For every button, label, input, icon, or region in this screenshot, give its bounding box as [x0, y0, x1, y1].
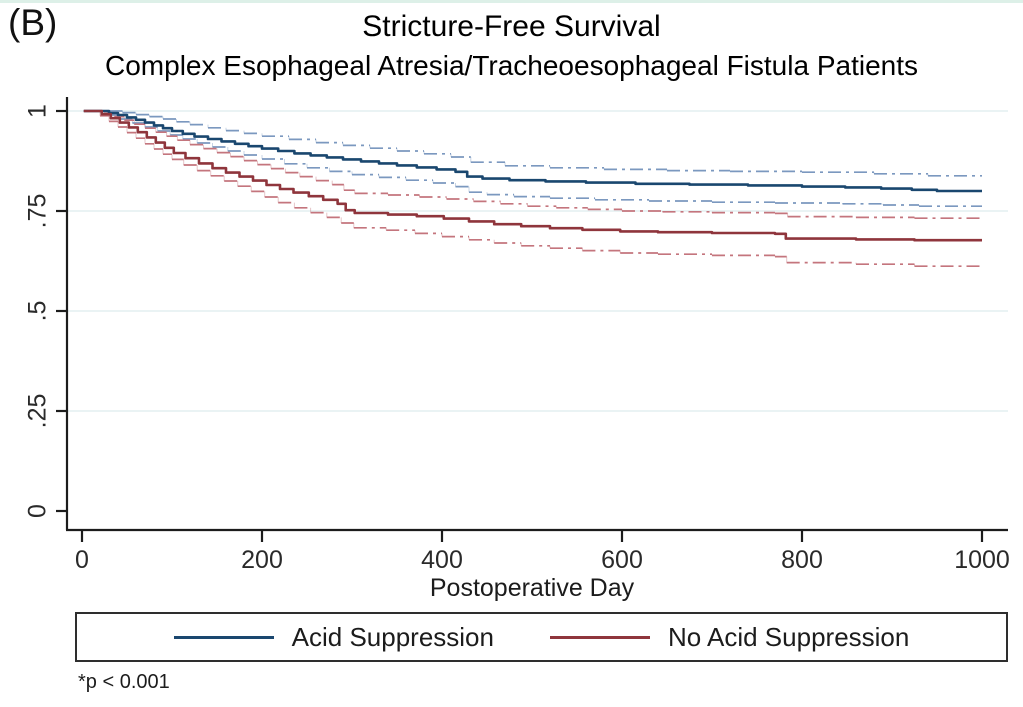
series-no-acid-suppression-95-ci-lower-steps — [99, 111, 915, 267]
x-tick-label-1000: 1000 — [954, 546, 1010, 574]
legend-label-acid-suppression: Acid Suppression — [291, 621, 494, 652]
y-tick-label-.5: .5 — [23, 300, 52, 322]
series-acid-suppression — [83, 109, 982, 193]
chart-subtitle: Complex Esophageal Atresia/Tracheoesopha… — [105, 50, 918, 81]
y-tick-label-0: 0 — [23, 504, 52, 518]
legend-swatch-acid-suppression — [173, 635, 274, 639]
x-tick-label-0: 0 — [75, 546, 89, 574]
legend-entry-acid-suppression: Acid Suppression — [173, 621, 494, 653]
p-value-footnote: *p < 0.001 — [78, 671, 170, 693]
legend-entry-no-acid-suppression: No Acid Suppression — [549, 621, 910, 653]
legend-swatch-no-acid-suppression — [549, 635, 650, 639]
y-tick-label-.75: .75 — [23, 193, 52, 229]
panel-label: (B) — [8, 2, 58, 43]
series-acid-suppression-95-ci-upper — [83, 110, 982, 177]
y-tick-label-1: 1 — [23, 104, 52, 118]
series-acid-suppression-95-ci-lower — [83, 110, 982, 208]
y-tick-label-.25: .25 — [23, 393, 52, 429]
x-tick-label-800: 800 — [781, 546, 823, 574]
legend-label-no-acid-suppression: No Acid Suppression — [667, 621, 910, 652]
series-no-acid-suppression — [83, 109, 982, 242]
x-axis-title: Postoperative Day — [429, 574, 635, 602]
series-acid-suppression-95-ci-lower-steps — [106, 111, 920, 207]
x-tick-label-200: 200 — [241, 546, 283, 574]
chart-title: Stricture-Free Survival — [362, 10, 661, 43]
legend: Acid Suppression No Acid Suppression — [75, 612, 1008, 662]
x-tick-label-400: 400 — [421, 546, 463, 574]
x-tick-label-600: 600 — [601, 546, 643, 574]
series-no-acid-suppression-95-ci-upper-steps — [104, 111, 915, 219]
top-edge-strip — [0, 0, 1023, 3]
